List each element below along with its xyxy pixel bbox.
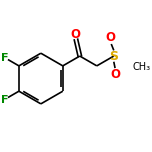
- Text: CH₃: CH₃: [133, 62, 151, 71]
- Text: O: O: [70, 28, 80, 41]
- Text: O: O: [110, 68, 120, 81]
- Text: O: O: [106, 31, 116, 44]
- Text: F: F: [1, 52, 8, 62]
- Text: F: F: [1, 95, 8, 105]
- Text: S: S: [109, 50, 118, 63]
